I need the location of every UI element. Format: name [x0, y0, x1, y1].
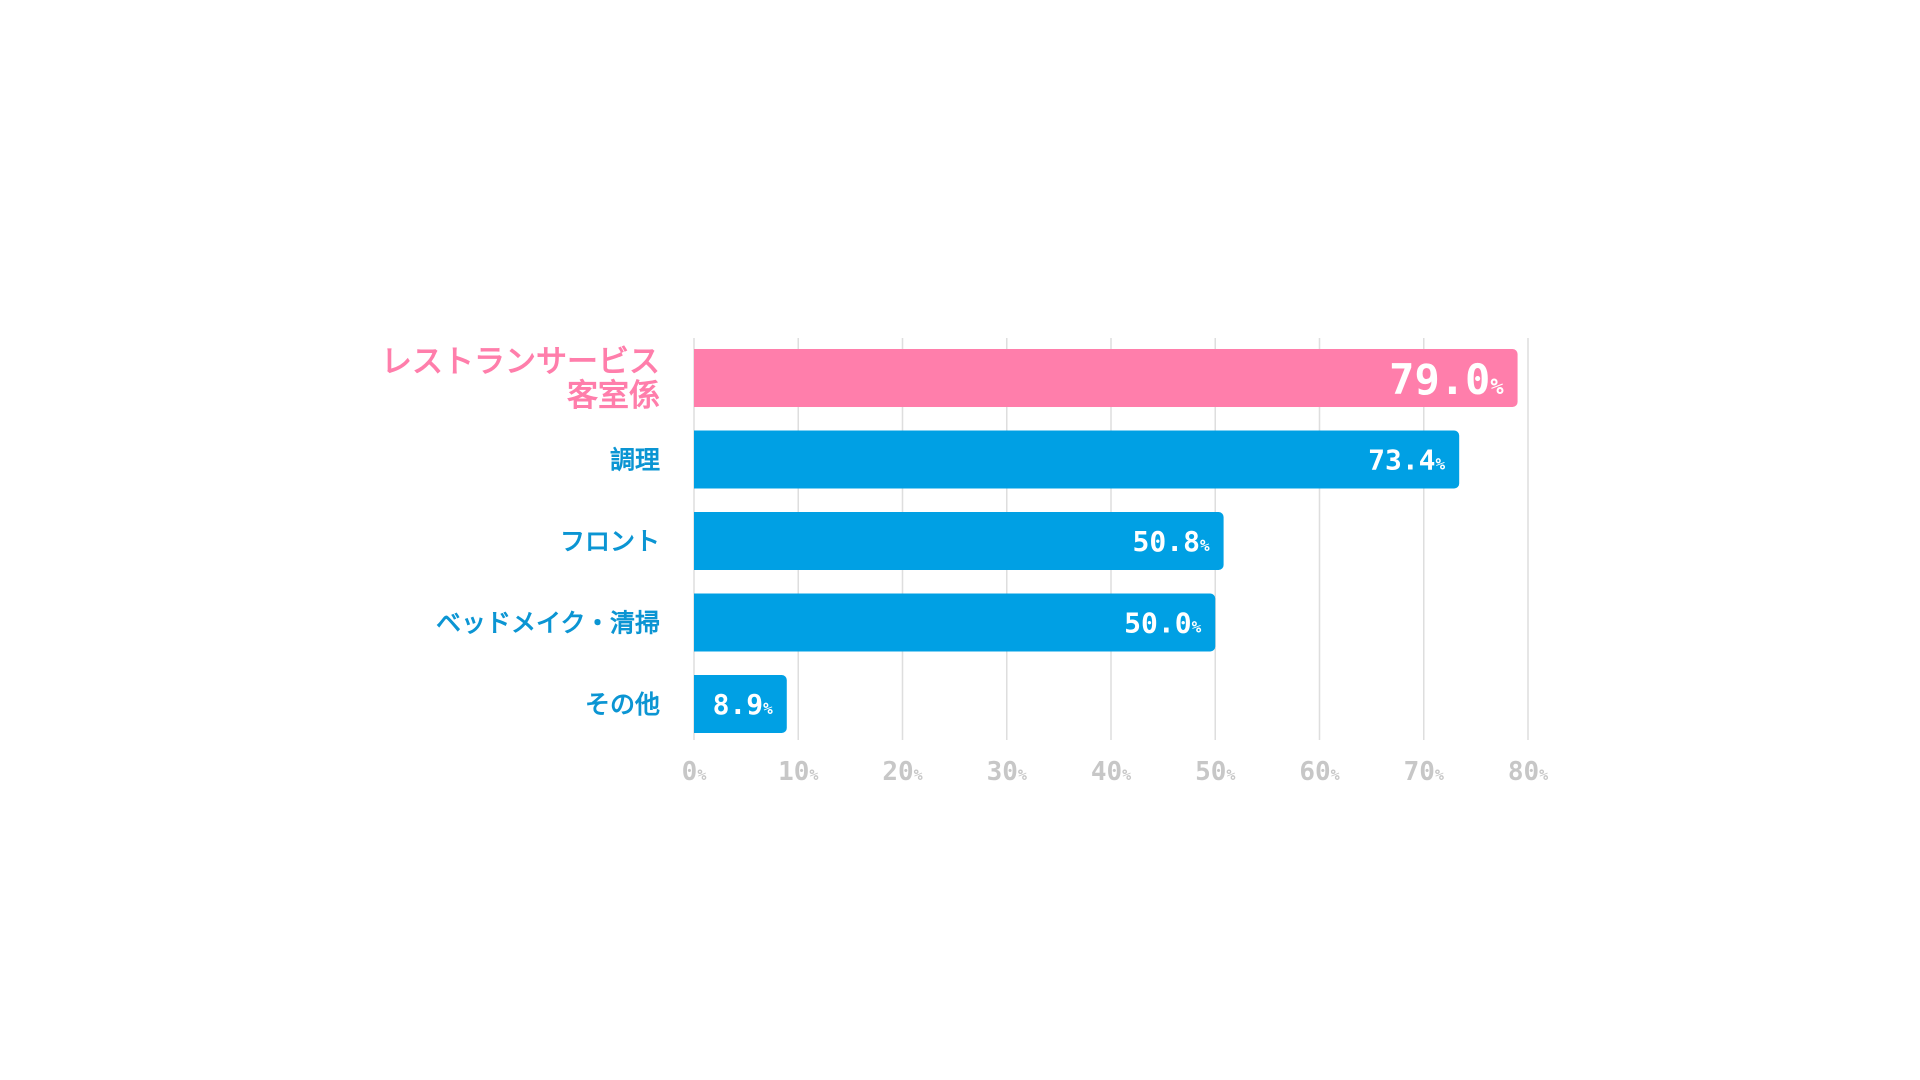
x-tick-label-70: 70%: [1404, 757, 1444, 787]
x-tick-unit: %: [697, 766, 706, 784]
x-tick-unit: %: [1435, 766, 1444, 784]
category-label-3-line-0: ベッドメイク・清掃: [436, 609, 660, 638]
value-label-3: 50.0%: [1124, 607, 1201, 640]
bar-2-base: [694, 512, 702, 570]
x-tick-label-0: 0%: [682, 757, 707, 787]
x-tick-unit: %: [809, 766, 818, 784]
bar-1: [694, 430, 1460, 489]
value-unit: %: [1490, 375, 1504, 400]
x-tick-label-60: 60%: [1299, 757, 1339, 787]
value-label-2: 50.8%: [1133, 525, 1210, 558]
bar-3: [694, 593, 1216, 652]
x-tick-unit: %: [1122, 766, 1131, 784]
value-label-1: 73.4%: [1368, 444, 1445, 477]
category-label-0-line-0: レストランサービス: [381, 344, 660, 380]
x-tick-label-10: 10%: [778, 757, 818, 787]
value-unit: %: [1436, 455, 1446, 474]
bar-1-base: [694, 430, 702, 489]
bar-0-base: [694, 349, 702, 407]
x-tick-unit: %: [1226, 766, 1235, 784]
x-tick-unit: %: [1331, 766, 1340, 784]
bar-2: [694, 512, 1224, 570]
x-tick-label-50: 50%: [1195, 757, 1235, 787]
x-tick-unit: %: [1018, 766, 1027, 784]
x-tick-label-80: 80%: [1508, 757, 1548, 787]
bar-4-base: [694, 675, 702, 733]
category-label-1-line-0: 調理: [610, 446, 660, 475]
value-label-4: 8.9%: [713, 688, 774, 721]
x-tick-unit: %: [1539, 766, 1548, 784]
bar-3-base: [694, 593, 702, 652]
category-label-2-line-0: フロント: [560, 527, 660, 556]
x-tick-label-30: 30%: [987, 757, 1027, 787]
value-unit: %: [1200, 536, 1210, 555]
bars: 79.0% 73.4% 50.8% 50.0% 8.9%: [694, 349, 1518, 733]
x-tick-label-20: 20%: [882, 757, 922, 787]
x-tick-label-40: 40%: [1091, 757, 1131, 787]
x-axis-tick-labels: 0% 10% 20% 30% 40% 50% 60% 70% 80%: [682, 757, 1549, 787]
value-label-0: 79.0%: [1389, 355, 1504, 404]
value-unit: %: [763, 699, 773, 718]
value-unit: %: [1192, 618, 1202, 637]
bar-4: [694, 675, 787, 733]
category-label-0-line-1: 客室係: [567, 378, 660, 414]
x-tick-unit: %: [914, 766, 923, 784]
category-label-4-line-0: その他: [585, 690, 660, 719]
bar-0: [694, 349, 1518, 407]
